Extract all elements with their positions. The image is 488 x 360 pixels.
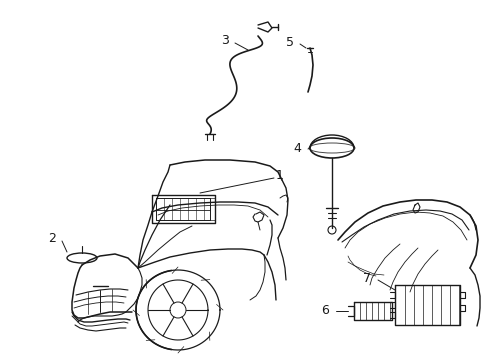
- Circle shape: [170, 302, 185, 318]
- Text: 3: 3: [221, 33, 228, 46]
- Text: 2: 2: [48, 231, 56, 244]
- Text: 7: 7: [362, 271, 370, 284]
- Text: 4: 4: [292, 141, 300, 154]
- Text: 6: 6: [321, 303, 328, 316]
- Text: 1: 1: [276, 168, 284, 181]
- Text: 5: 5: [285, 36, 293, 49]
